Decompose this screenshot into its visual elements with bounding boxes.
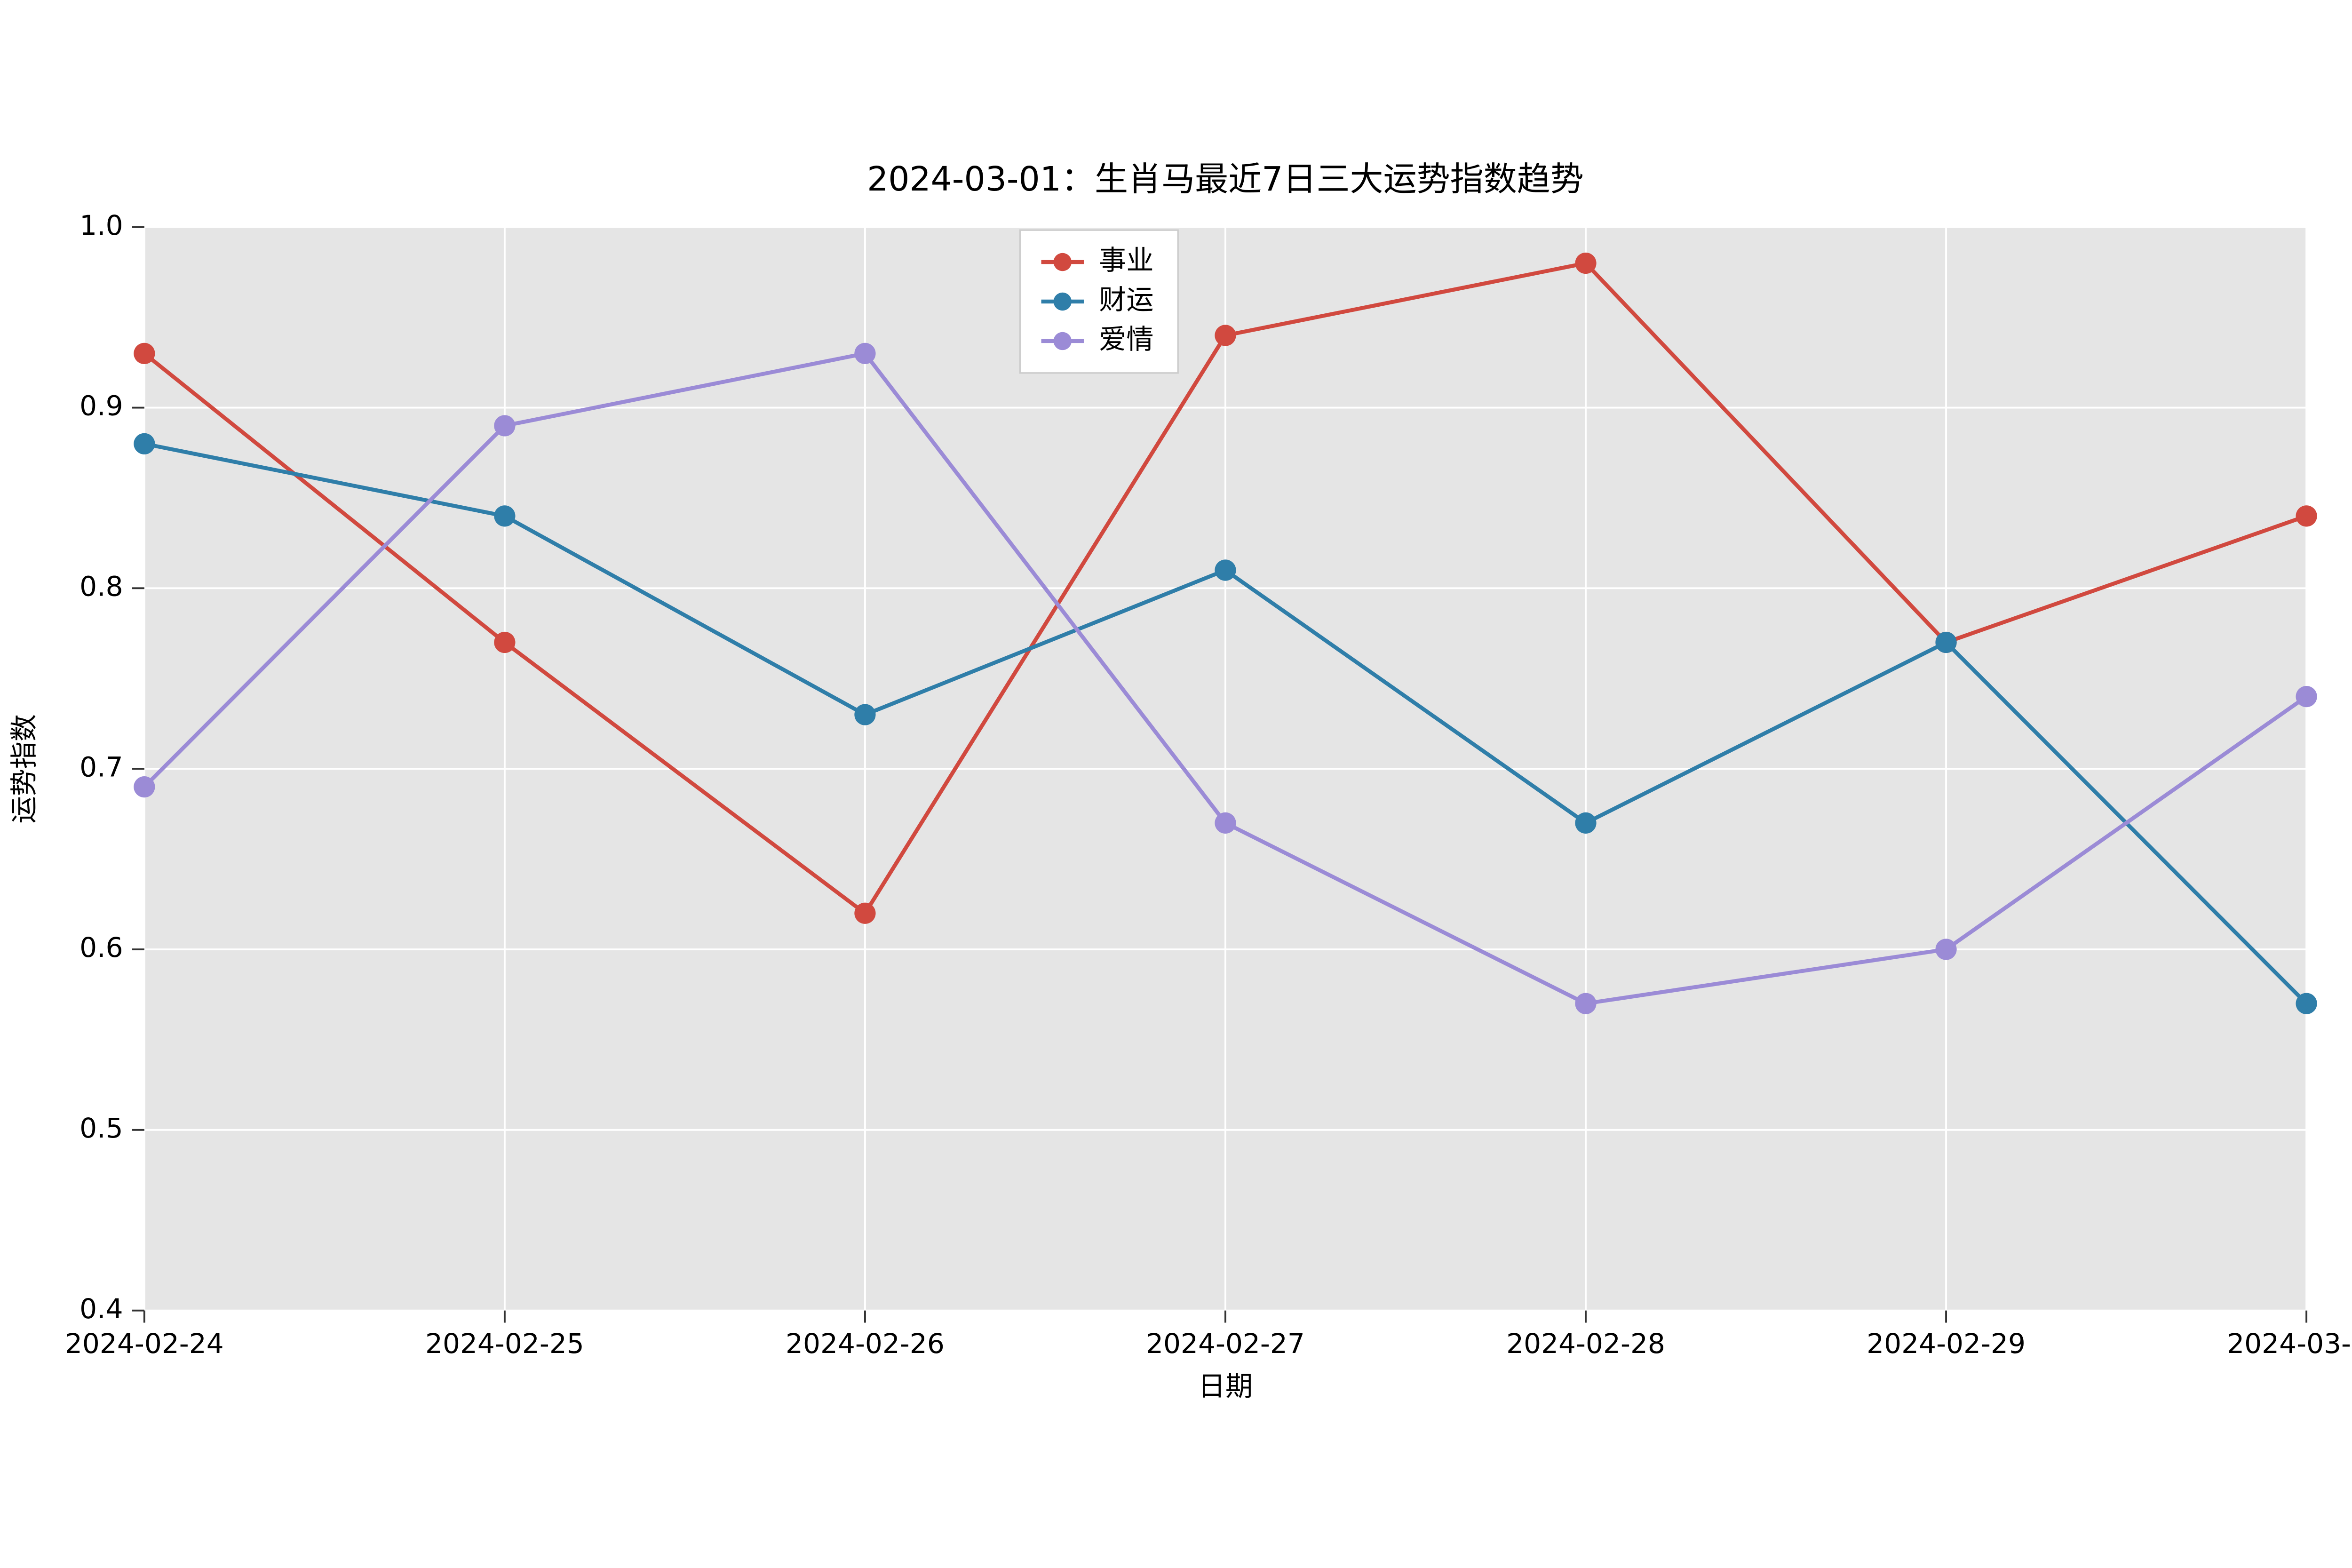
y-axis-label: 运势指数 [8, 714, 40, 824]
series-marker [1935, 939, 1956, 960]
series-marker [134, 343, 155, 364]
series-marker [1575, 993, 1596, 1014]
y-tick-label: 0.9 [79, 390, 123, 422]
series-marker [2296, 686, 2317, 707]
series-marker [134, 776, 155, 797]
series-marker [1215, 812, 1236, 834]
x-tick-label: 2024-02-25 [425, 1328, 584, 1360]
y-tick-label: 1.0 [79, 209, 123, 241]
series-marker [2296, 993, 2317, 1014]
series-marker [494, 632, 515, 653]
series-marker [134, 433, 155, 454]
y-tick-label: 0.4 [79, 1293, 123, 1325]
x-tick-label: 2024-02-24 [65, 1328, 224, 1360]
legend-label: 事业 [1099, 244, 1153, 276]
x-tick-label: 2024-02-27 [1146, 1328, 1305, 1360]
series-marker [2296, 505, 2317, 526]
legend-marker-icon [1054, 293, 1072, 310]
chart-svg: 0.4 0.5 0.6 0.7 0.8 0.9 1.0 2024-02-24 2024-02-2… [0, 0, 2352, 1568]
series-marker [1575, 253, 1596, 274]
x-tick-label: 2024-03-01 [2227, 1328, 2352, 1360]
y-tick-label: 0.5 [79, 1112, 123, 1144]
series-marker [1215, 325, 1236, 346]
series-marker [494, 415, 515, 436]
legend: 事业财运爱情 [1020, 230, 1178, 373]
x-axis-label: 日期 [1198, 1370, 1253, 1402]
series-marker [854, 343, 875, 364]
series-marker [854, 903, 875, 924]
x-tick-label: 2024-02-28 [1506, 1328, 1665, 1360]
x-tick-label: 2024-02-26 [786, 1328, 945, 1360]
legend-label: 爱情 [1099, 323, 1153, 355]
x-tick-label: 2024-02-29 [1867, 1328, 2026, 1360]
series-marker [494, 505, 515, 526]
chart-title: 2024-03-01：生肖马最近7日三大运势指数趋势 [867, 159, 1584, 199]
series-marker [1215, 559, 1236, 581]
series-marker [854, 704, 875, 725]
legend-marker-icon [1054, 332, 1072, 350]
series-marker [1935, 632, 1956, 653]
fortune-trend-chart: 0.4 0.5 0.6 0.7 0.8 0.9 1.0 2024-02-24 2024-02-2… [0, 0, 2352, 1568]
legend-label: 财运 [1099, 284, 1153, 316]
legend-marker-icon [1054, 253, 1072, 271]
y-tick-label: 0.7 [79, 751, 123, 783]
series-marker [1575, 812, 1596, 834]
y-tick-label: 0.6 [79, 931, 123, 963]
y-tick-label: 0.8 [79, 570, 123, 602]
